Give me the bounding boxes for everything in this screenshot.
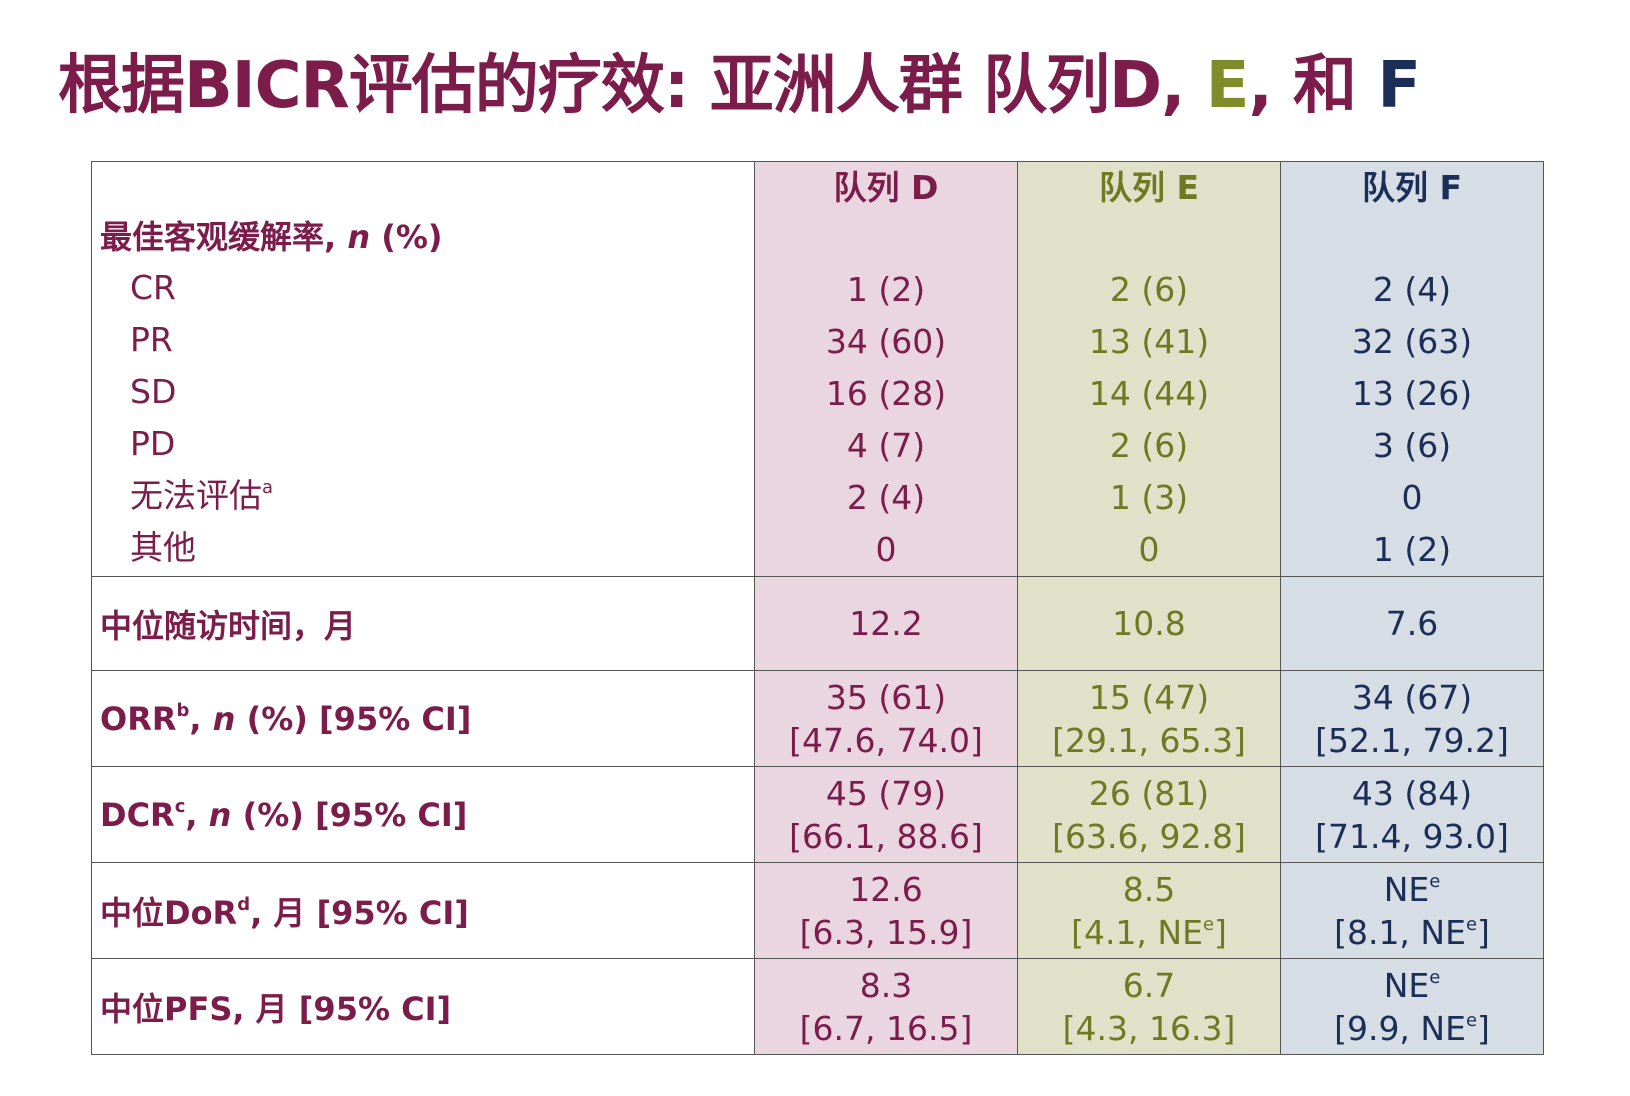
title-main: 根据BICR评估的疗效: 亚洲人群 队列D, <box>58 49 1185 123</box>
dor-f: NEe [8.1, NEe] <box>1280 862 1544 959</box>
cohort-f-response-cell: 队列 F 2 (4) 32 (63) 13 (26) 3 (6) 0 1 (2) <box>1280 161 1544 577</box>
slide-title: 根据BICR评估的疗效: 亚洲人群 队列D, E, 和 F <box>58 34 1618 126</box>
row-label-ne: 无法评估a <box>130 476 274 515</box>
efficacy-table: 最佳客观缓解率, n (%) CR PR SD PD 无法评估a 其他 队列 D… <box>91 161 1544 1055</box>
title-and: 和 <box>1293 49 1357 123</box>
header-cohort-e: 队列 E <box>1098 168 1200 207</box>
orr-e: 15 (47) [29.1, 65.3] <box>1017 670 1281 767</box>
e-pr: 13 (41) <box>1088 322 1210 361</box>
table-row-orr: ORRb, n (%) [95% CI] 35 (61) [47.6, 74.0]… <box>91 670 1544 767</box>
e-cr: 2 (6) <box>1109 270 1189 309</box>
row-label-other: 其他 <box>130 528 196 567</box>
dcr-d: 45 (79) [66.1, 88.6] <box>754 766 1018 863</box>
table-row-pfs: 中位PFS, 月 [95% CI] 8.3 [6.7, 16.5] 6.7 [4.3… <box>91 958 1544 1055</box>
pfs-label: 中位PFS, 月 [95% CI] <box>91 958 755 1055</box>
dcr-label: DCRc, n (%) [95% CI] <box>91 766 755 863</box>
dcr-f: 43 (84) [71.4, 93.0] <box>1280 766 1544 863</box>
f-sd: 13 (26) <box>1351 374 1473 413</box>
dor-d: 12.6 [6.3, 15.9] <box>754 862 1018 959</box>
cohort-e-response-cell: 队列 E 2 (6) 13 (41) 14 (44) 2 (6) 1 (3) 0 <box>1017 161 1281 577</box>
f-pr: 32 (63) <box>1351 322 1473 361</box>
table-row-best-response: 最佳客观缓解率, n (%) CR PR SD PD 无法评估a 其他 队列 D… <box>91 161 1544 577</box>
title-separator: , <box>1248 49 1272 123</box>
row-label-pr: PR <box>130 320 173 359</box>
pfs-f: NEe [9.9, NEe] <box>1280 958 1544 1055</box>
table-row-dcr: DCRc, n (%) [95% CI] 45 (79) [66.1, 88.6]… <box>91 766 1544 863</box>
e-other: 0 <box>1138 530 1160 569</box>
row-label-sd: SD <box>130 372 177 411</box>
table-row-followup: 中位随访时间，月 12.2 10.8 7.6 <box>91 576 1544 671</box>
followup-e: 10.8 <box>1017 576 1281 671</box>
followup-f: 7.6 <box>1280 576 1544 671</box>
orr-f: 34 (67) [52.1, 79.2] <box>1280 670 1544 767</box>
f-cr: 2 (4) <box>1372 270 1452 309</box>
best-response-heading: 最佳客观缓解率, n (%) <box>100 218 443 256</box>
f-other: 1 (2) <box>1372 530 1452 569</box>
d-sd: 16 (28) <box>825 374 947 413</box>
dor-e: 8.5 [4.1, NEe] <box>1017 862 1281 959</box>
e-ne: 1 (3) <box>1109 478 1189 517</box>
orr-label: ORRb, n (%) [95% CI] <box>91 670 755 767</box>
row-label-cr: CR <box>130 268 176 307</box>
row-label-pd: PD <box>130 424 176 463</box>
d-other: 0 <box>875 530 897 569</box>
f-ne: 0 <box>1401 478 1423 517</box>
header-cohort-f: 队列 F <box>1361 168 1463 207</box>
d-pd: 4 (7) <box>846 426 926 465</box>
table-row-dor: 中位DoRd, 月 [95% CI] 12.6 [6.3, 15.9] 8.5 [4… <box>91 862 1544 959</box>
e-sd: 14 (44) <box>1088 374 1210 413</box>
title-cohort-f: F <box>1377 49 1421 123</box>
header-cohort-d: 队列 D <box>833 168 939 207</box>
d-ne: 2 (4) <box>846 478 926 517</box>
title-cohort-e: E <box>1205 49 1250 123</box>
pfs-e: 6.7 [4.3, 16.3] <box>1017 958 1281 1055</box>
dor-label: 中位DoRd, 月 [95% CI] <box>91 862 755 959</box>
orr-d: 35 (61) [47.6, 74.0] <box>754 670 1018 767</box>
followup-d: 12.2 <box>754 576 1018 671</box>
pfs-d: 8.3 [6.7, 16.5] <box>754 958 1018 1055</box>
f-pd: 3 (6) <box>1372 426 1452 465</box>
d-cr: 1 (2) <box>846 270 926 309</box>
followup-label: 中位随访时间，月 <box>91 576 755 671</box>
best-response-label-cell: 最佳客观缓解率, n (%) CR PR SD PD 无法评估a 其他 <box>91 161 755 577</box>
e-pd: 2 (6) <box>1109 426 1189 465</box>
d-pr: 34 (60) <box>825 322 947 361</box>
cohort-d-response-cell: 队列 D 1 (2) 34 (60) 16 (28) 4 (7) 2 (4) 0 <box>754 161 1018 577</box>
dcr-e: 26 (81) [63.6, 92.8] <box>1017 766 1281 863</box>
